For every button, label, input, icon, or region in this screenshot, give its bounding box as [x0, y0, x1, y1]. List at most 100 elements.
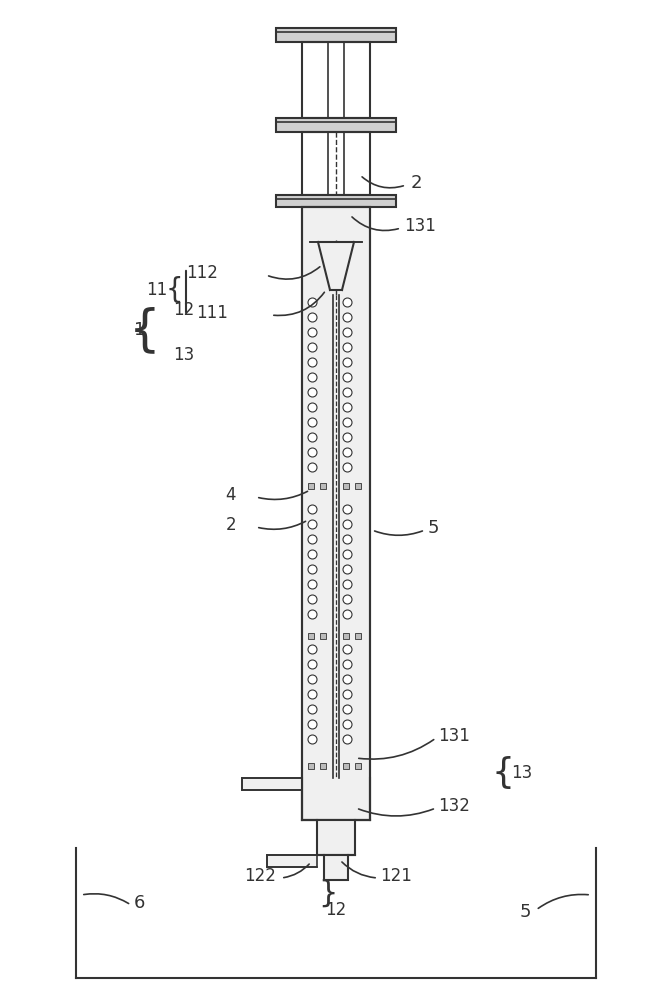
Circle shape [343, 610, 352, 619]
Bar [355, 633, 361, 639]
Text: 13: 13 [173, 346, 194, 364]
Circle shape [308, 675, 317, 684]
Circle shape [343, 418, 352, 427]
Text: 12: 12 [173, 301, 194, 319]
Circle shape [308, 505, 317, 514]
Circle shape [308, 298, 317, 307]
Text: 12: 12 [325, 901, 347, 919]
Circle shape [308, 418, 317, 427]
Text: }: } [319, 879, 338, 908]
Circle shape [308, 373, 317, 382]
Circle shape [343, 705, 352, 714]
Circle shape [343, 433, 352, 442]
Text: 131: 131 [438, 727, 470, 745]
Circle shape [308, 580, 317, 589]
Text: 6: 6 [134, 894, 145, 912]
Bar [276, 118, 396, 132]
Bar [302, 42, 370, 118]
Circle shape [308, 463, 317, 472]
Bar [317, 820, 355, 855]
Bar [343, 483, 349, 489]
Circle shape [343, 645, 352, 654]
Bar [276, 195, 396, 207]
Circle shape [308, 388, 317, 397]
Text: 5: 5 [428, 519, 439, 537]
Circle shape [343, 580, 352, 589]
Text: 112: 112 [186, 264, 218, 282]
Circle shape [308, 705, 317, 714]
Bar [320, 483, 326, 489]
Text: 131: 131 [404, 217, 436, 235]
Circle shape [343, 313, 352, 322]
Circle shape [308, 735, 317, 744]
Circle shape [343, 463, 352, 472]
Text: 4: 4 [226, 486, 236, 504]
Bar [355, 483, 361, 489]
Text: 111: 111 [196, 304, 228, 322]
Bar [276, 28, 396, 42]
Text: 11: 11 [146, 281, 167, 299]
Text: {: { [491, 756, 514, 790]
Text: 122: 122 [244, 867, 276, 885]
Circle shape [343, 690, 352, 699]
Circle shape [308, 610, 317, 619]
Circle shape [343, 505, 352, 514]
Circle shape [308, 660, 317, 669]
Circle shape [308, 520, 317, 529]
Text: {: { [129, 306, 161, 354]
Text: 121: 121 [380, 867, 412, 885]
Circle shape [308, 720, 317, 729]
Circle shape [308, 313, 317, 322]
Text: 13: 13 [511, 764, 532, 782]
Circle shape [308, 550, 317, 559]
Bar [320, 633, 326, 639]
Bar [343, 633, 349, 639]
Circle shape [308, 448, 317, 457]
Circle shape [343, 595, 352, 604]
Bar [324, 855, 348, 880]
Circle shape [343, 675, 352, 684]
Circle shape [308, 328, 317, 337]
Circle shape [343, 343, 352, 352]
Circle shape [308, 343, 317, 352]
Bar [302, 132, 370, 195]
Circle shape [343, 448, 352, 457]
Bar [302, 207, 370, 820]
Bar [267, 855, 317, 867]
Text: 132: 132 [438, 797, 470, 815]
Circle shape [308, 595, 317, 604]
Circle shape [343, 520, 352, 529]
Circle shape [343, 328, 352, 337]
Circle shape [308, 690, 317, 699]
Circle shape [308, 403, 317, 412]
Circle shape [343, 735, 352, 744]
Circle shape [308, 433, 317, 442]
Circle shape [308, 565, 317, 574]
Text: 5: 5 [519, 903, 531, 921]
Circle shape [343, 373, 352, 382]
Circle shape [308, 535, 317, 544]
Circle shape [343, 535, 352, 544]
Text: 2: 2 [411, 174, 423, 192]
Circle shape [343, 388, 352, 397]
Circle shape [308, 358, 317, 367]
Circle shape [343, 358, 352, 367]
Bar [308, 763, 314, 769]
Text: 2: 2 [225, 516, 236, 534]
Bar [302, 207, 370, 820]
Circle shape [343, 660, 352, 669]
Bar [355, 763, 361, 769]
Circle shape [308, 645, 317, 654]
Circle shape [343, 720, 352, 729]
Circle shape [343, 403, 352, 412]
Bar [320, 763, 326, 769]
Circle shape [343, 298, 352, 307]
Bar [308, 633, 314, 639]
Circle shape [343, 565, 352, 574]
Bar [308, 483, 314, 489]
Text: 1: 1 [134, 321, 145, 339]
Bar [343, 763, 349, 769]
Bar [242, 778, 302, 790]
Circle shape [343, 550, 352, 559]
Text: {: { [165, 276, 183, 304]
